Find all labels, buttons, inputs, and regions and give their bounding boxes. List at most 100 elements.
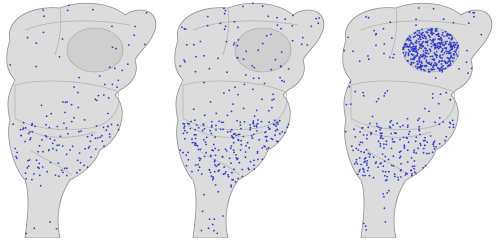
blue-dot [416,29,419,32]
blue-dot [310,25,313,28]
blue-dot [272,98,275,100]
blue-dot [200,229,203,232]
blue-dot [258,77,260,80]
blue-dot [29,137,32,139]
blue-dot [438,123,441,126]
blue-dot [48,149,50,151]
blue-dot [55,227,58,230]
blue-dot [399,138,401,141]
blue-dot [415,40,418,42]
blue-dot [384,92,386,95]
blue-dot [300,43,303,46]
blue-dot [412,43,414,45]
blue-dot [60,169,63,172]
blue-dot [185,164,188,167]
blue-dot [232,141,235,144]
blue-dot [35,159,38,162]
blue-dot [446,56,449,59]
blue-dot [452,60,454,63]
blue-dot [410,42,413,44]
blue-dot [228,89,231,92]
blue-dot [445,52,448,55]
blue-dot [441,44,444,46]
blue-dot [449,98,452,101]
blue-dot [349,81,352,84]
blue-dot [415,152,418,155]
blue-dot [29,131,31,133]
blue-dot [434,63,437,65]
blue-dot [449,43,451,46]
blue-dot [272,123,275,126]
blue-dot [209,171,212,174]
blue-dot [414,65,417,68]
blue-dot [394,175,396,178]
bone-ridge [19,124,96,176]
blue-dot [385,143,388,146]
blue-dot [415,172,417,175]
blue-dot [408,35,411,37]
blue-dot [390,119,393,122]
blue-dot [379,142,382,145]
blue-dot [20,134,23,137]
blue-dot [423,69,426,72]
blue-dot [383,196,385,198]
blue-dot [216,232,219,235]
blue-dot [441,70,444,73]
blue-dot [349,103,352,105]
blue-dot [422,167,424,169]
bone-panel [174,2,325,238]
blue-dot [442,67,444,70]
blue-dot [391,138,394,141]
blue-dot [276,121,279,123]
blue-dot [381,153,384,156]
blue-dot [410,53,413,55]
blue-dot [40,104,43,107]
blue-dot [446,34,449,36]
blue-dot [126,63,129,65]
blue-dot [121,69,124,72]
blue-dot [211,178,214,181]
blue-dot [63,122,65,125]
blue-dot [27,165,30,168]
blue-dot [37,150,39,153]
blue-dot [416,60,418,63]
blue-dot [419,56,421,59]
blue-dot [22,121,25,124]
blue-dot [70,120,73,123]
blue-dot [420,55,423,58]
blue-dot [428,61,431,64]
blue-dot [275,125,278,127]
blue-dot [49,137,52,140]
blue-dot [450,38,452,41]
blue-dot [413,171,416,174]
blue-dot [406,172,408,175]
blue-dot [255,124,258,126]
blue-dot [426,44,429,47]
blue-dot [237,26,239,29]
blue-dot [427,68,430,71]
blue-dot [449,49,451,52]
blue-dot [230,185,233,188]
blue-dot [261,147,264,149]
blue-dot [395,132,397,135]
blue-dot [410,63,412,66]
blue-dot [375,32,378,35]
blue-dot [211,223,214,226]
blue-dot [194,70,197,73]
blue-dot [424,47,426,49]
blue-dot [372,176,375,179]
blue-dot [348,85,351,88]
blue-dot [232,43,235,46]
blue-dot [256,122,259,125]
blue-dot [384,174,386,177]
blue-dot [404,53,407,56]
blue-dot [182,122,185,125]
blue-dot [232,178,235,181]
blue-dot [402,124,404,127]
blue-dot [430,30,433,33]
blue-dot [407,133,410,136]
blue-dot [433,147,436,150]
blue-dot [65,127,68,129]
blue-dot [358,157,361,159]
blue-dot [456,47,458,49]
